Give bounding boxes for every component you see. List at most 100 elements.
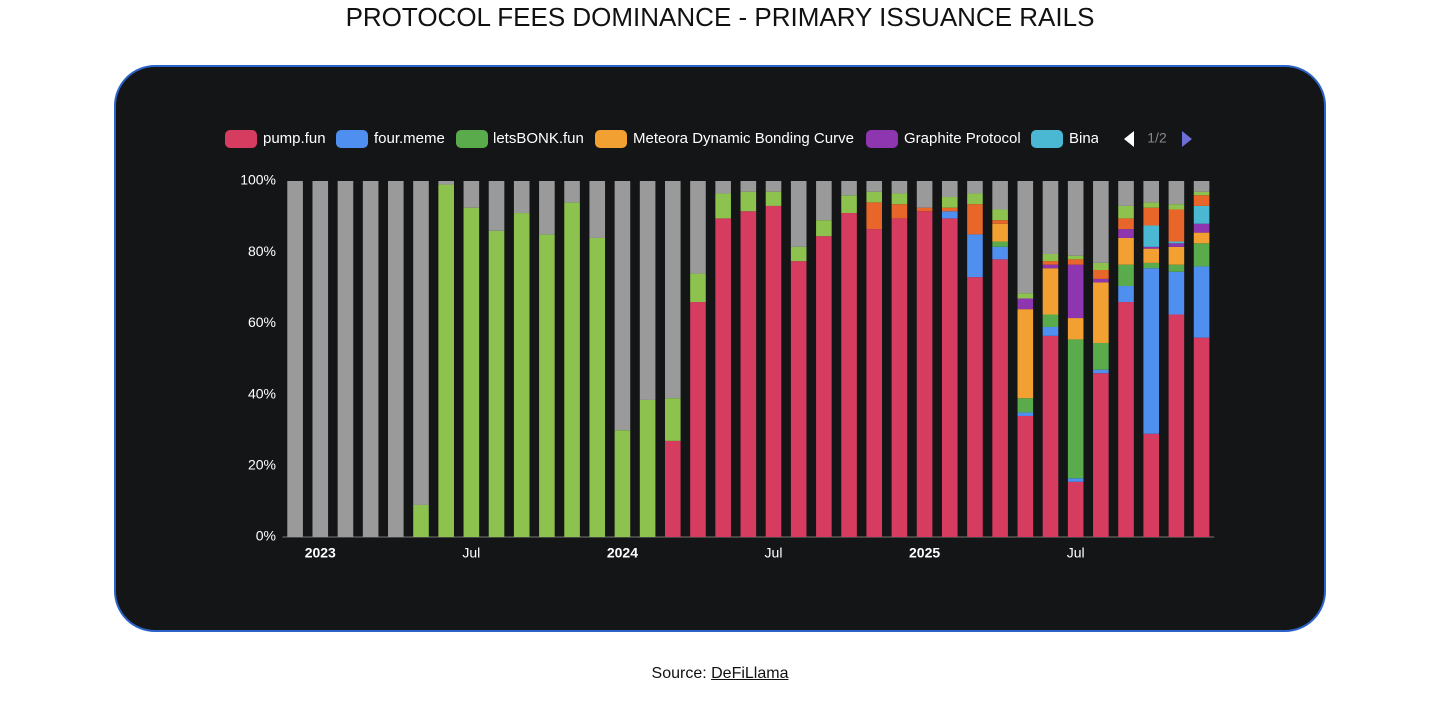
bar-segment <box>1168 314 1185 537</box>
legend-label: letsBONK.fun <box>493 130 584 147</box>
bar-segment <box>1017 415 1034 537</box>
bar-segment <box>1143 225 1160 247</box>
bar-segment <box>1093 278 1109 283</box>
source: Source: DeFiLlama <box>0 665 1440 683</box>
legend-next[interactable] <box>1182 131 1192 147</box>
chart: pump.fun four.meme letsBONK.fun Meteora Dyn… <box>114 65 1326 632</box>
bar-segment <box>614 181 631 431</box>
bar-segment <box>589 181 606 238</box>
bar-segment <box>992 223 1008 242</box>
bar-segment <box>1067 481 1084 537</box>
bar-segment <box>1143 207 1160 226</box>
bar-segment <box>1143 248 1160 263</box>
bar-segment <box>1067 318 1084 340</box>
bar-segment <box>1042 314 1059 327</box>
legend-swatch <box>225 130 257 148</box>
bar-segment <box>1168 246 1185 265</box>
bar-segment <box>664 440 681 537</box>
bar-segment <box>1118 205 1134 219</box>
source-link[interactable]: DeFiLlama <box>711 665 789 682</box>
bar-segment <box>513 213 530 538</box>
bar-segment <box>891 204 908 219</box>
legend-swatch <box>595 130 627 148</box>
bar-segment <box>941 207 958 212</box>
bar-segment <box>1143 202 1160 208</box>
bar-segment <box>1118 218 1134 230</box>
bar-segment <box>1042 264 1059 269</box>
bar-segment <box>664 398 681 441</box>
bar-segment <box>1093 262 1109 270</box>
bar-segment <box>1143 181 1160 203</box>
bar-segment <box>941 211 958 219</box>
legend-swatch <box>866 130 898 148</box>
bar-segment <box>992 241 1008 247</box>
bar-segment <box>916 211 933 537</box>
bar-segment <box>1168 241 1185 244</box>
bar-segment <box>1143 246 1160 249</box>
y-tick-label: 100% <box>240 172 276 188</box>
x-tick-label: 2025 <box>909 545 940 561</box>
bar-segment <box>1118 229 1134 238</box>
bar-segment <box>564 202 580 538</box>
bar-segment <box>816 181 832 221</box>
x-tick-label: 2023 <box>305 545 336 561</box>
bar-segment <box>438 184 454 537</box>
bar-segment <box>992 181 1008 210</box>
page-title: PROTOCOL FEES DOMINANCE - PRIMARY ISSUAN… <box>345 2 1095 32</box>
bar-segment <box>790 261 807 537</box>
bar-segment <box>992 209 1008 221</box>
bar-segment <box>841 195 857 214</box>
legend-swatch <box>336 130 368 148</box>
bar-segment <box>790 181 807 247</box>
bar-segment <box>1143 262 1160 269</box>
bar-segment <box>1042 268 1059 315</box>
bar-segment <box>765 205 782 538</box>
bar-segment <box>1193 195 1210 206</box>
bar-segment <box>891 193 908 205</box>
bar-segment <box>337 181 354 537</box>
bar-segment <box>1193 205 1210 224</box>
bar-segment <box>1067 181 1084 256</box>
bar-segment <box>1067 339 1084 479</box>
x-tick-label: Jul <box>462 545 480 561</box>
bar-segment <box>1017 309 1034 399</box>
bar-segment <box>790 246 807 262</box>
bar-segment <box>1042 261 1059 265</box>
bar-segment <box>715 181 731 194</box>
bar-segment <box>1168 271 1185 315</box>
legend-prev[interactable] <box>1124 131 1134 147</box>
bar-segment <box>891 218 908 537</box>
legend-swatch <box>1031 130 1063 148</box>
bar-segment <box>1118 237 1134 265</box>
bar-segment <box>539 234 555 537</box>
legend-label: Bina <box>1069 130 1100 147</box>
bar-segment <box>1017 398 1034 413</box>
bar-segment <box>1093 181 1109 263</box>
bar-segment <box>388 181 404 537</box>
bar-segment <box>1093 342 1109 370</box>
bar-segment <box>1143 433 1160 537</box>
bar-segment <box>690 181 706 274</box>
bar-segment <box>1168 264 1185 272</box>
y-tick-label: 20% <box>248 457 276 473</box>
bar-segment <box>463 207 480 537</box>
bar-segment <box>967 277 983 537</box>
bar-segment <box>1042 326 1059 336</box>
bar-segment <box>362 181 379 537</box>
y-tick-label: 40% <box>248 385 276 401</box>
bar-segment <box>765 181 782 192</box>
bar-segment <box>1093 373 1109 537</box>
bar-segment <box>866 191 883 203</box>
bar-segment <box>1067 255 1084 260</box>
bar-segment <box>488 181 505 231</box>
x-tick-label: Jul <box>765 545 783 561</box>
bar-segment <box>1193 232 1210 244</box>
bar-segment <box>1193 223 1210 233</box>
bar-segment <box>1017 298 1034 310</box>
bar-segment <box>1017 293 1034 299</box>
bar-segment <box>765 191 782 206</box>
bar-segment <box>941 218 958 537</box>
bar-segment <box>1017 181 1034 294</box>
bar-segment <box>1042 181 1059 254</box>
bar-segment <box>967 234 983 278</box>
